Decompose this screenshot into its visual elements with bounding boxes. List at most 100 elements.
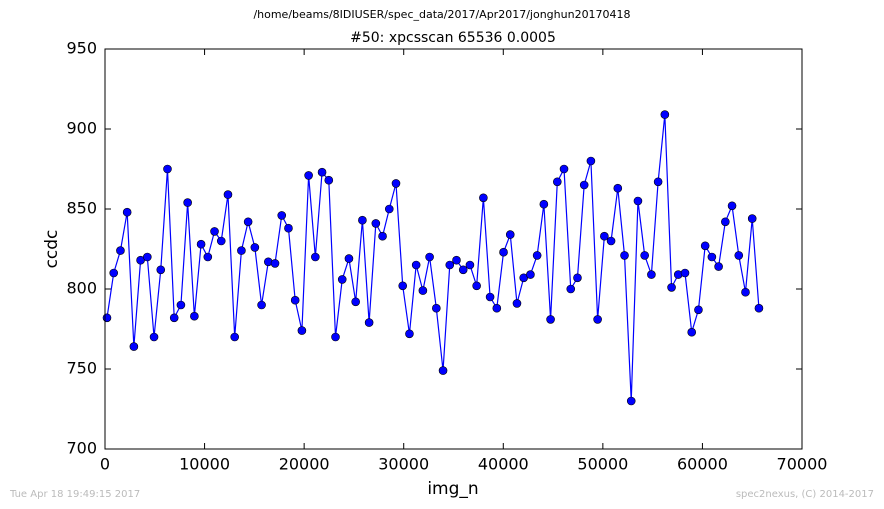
data-point bbox=[653, 177, 663, 187]
data-point bbox=[284, 223, 293, 233]
data-point bbox=[116, 246, 125, 255]
data-point bbox=[122, 207, 132, 217]
data-point bbox=[243, 217, 253, 227]
x-tick-label: 30000 bbox=[378, 455, 429, 474]
data-point bbox=[391, 179, 401, 188]
data-point bbox=[526, 270, 535, 279]
data-point bbox=[418, 286, 428, 295]
x-tick-label: 70000 bbox=[777, 455, 828, 474]
y-axis-label: ccdc bbox=[42, 230, 62, 269]
data-point bbox=[351, 297, 360, 307]
data-point bbox=[297, 326, 307, 335]
data-point bbox=[203, 252, 213, 262]
data-point bbox=[566, 284, 576, 294]
data-point bbox=[452, 255, 461, 265]
data-point bbox=[600, 231, 609, 241]
data-point bbox=[371, 219, 381, 228]
data-point bbox=[324, 175, 334, 185]
data-point bbox=[304, 171, 313, 180]
data-point bbox=[559, 164, 569, 174]
data-point bbox=[707, 252, 717, 262]
data-point bbox=[754, 303, 764, 313]
x-tick-label: 40000 bbox=[478, 455, 529, 474]
data-point bbox=[687, 327, 697, 337]
data-point bbox=[331, 332, 340, 342]
suptitle: /home/beams/8IDIUSER/spec_data/2017/Apr2… bbox=[253, 8, 630, 21]
data-point bbox=[109, 268, 119, 278]
data-point bbox=[579, 180, 589, 190]
data-point bbox=[553, 177, 562, 187]
data-point bbox=[176, 300, 186, 310]
data-point bbox=[593, 315, 602, 324]
data-point bbox=[613, 183, 623, 193]
data-point bbox=[640, 251, 649, 260]
data-point bbox=[337, 275, 347, 284]
data-point bbox=[445, 260, 455, 270]
data-point bbox=[216, 236, 226, 246]
data-point bbox=[438, 366, 448, 375]
data-point bbox=[432, 303, 441, 313]
data-point bbox=[210, 227, 219, 236]
data-point bbox=[694, 305, 703, 315]
data-point bbox=[358, 215, 367, 225]
data-point bbox=[700, 241, 710, 251]
plot-frame bbox=[104, 48, 803, 450]
data-point bbox=[721, 217, 730, 227]
data-point bbox=[129, 342, 139, 351]
data-point bbox=[539, 199, 549, 209]
y-tick-label: 950 bbox=[66, 39, 97, 58]
x-tick-label: 20000 bbox=[279, 455, 330, 474]
data-point bbox=[499, 247, 508, 257]
data-point bbox=[149, 332, 159, 342]
data-point bbox=[741, 287, 750, 297]
data-point bbox=[479, 193, 488, 203]
data-point bbox=[237, 246, 246, 255]
data-point bbox=[190, 311, 199, 321]
data-point bbox=[230, 332, 239, 342]
data-point bbox=[512, 299, 522, 308]
y-tick-label: 900 bbox=[66, 119, 97, 138]
data-point bbox=[143, 252, 152, 262]
data-point bbox=[485, 292, 495, 302]
data-point bbox=[633, 196, 643, 206]
data-point bbox=[317, 167, 327, 177]
data-point bbox=[660, 110, 670, 119]
y-tick-label: 850 bbox=[66, 199, 97, 218]
data-point bbox=[290, 295, 300, 305]
data-point bbox=[405, 329, 414, 339]
footer-left: Tue Apr 18 19:49:15 2017 bbox=[9, 489, 140, 500]
data-point bbox=[505, 230, 515, 239]
data-point bbox=[102, 313, 112, 323]
data-point bbox=[667, 283, 676, 292]
data-point bbox=[472, 281, 481, 291]
data-point bbox=[465, 260, 475, 270]
data-point bbox=[458, 265, 468, 275]
data-point bbox=[364, 318, 374, 327]
data-point bbox=[270, 259, 280, 268]
data-point bbox=[734, 251, 744, 260]
data-point bbox=[606, 236, 616, 246]
x-tick-label: 10000 bbox=[179, 455, 230, 474]
data-point bbox=[378, 231, 387, 241]
x-tick-label: 0 bbox=[100, 455, 110, 474]
data-point bbox=[532, 251, 542, 260]
chart-title: #50: xpcsscan 65536 0.0005 bbox=[350, 30, 556, 46]
data-point bbox=[573, 273, 582, 283]
y-tick-label: 800 bbox=[66, 279, 97, 298]
data-point bbox=[647, 270, 656, 279]
data-point bbox=[311, 252, 320, 262]
data-point bbox=[747, 214, 757, 223]
data-point bbox=[250, 243, 260, 252]
data-point bbox=[546, 315, 555, 324]
data-point bbox=[384, 204, 394, 214]
data-point bbox=[196, 239, 206, 249]
data-point bbox=[277, 211, 287, 220]
data-point bbox=[714, 262, 723, 271]
x-tick-label: 60000 bbox=[677, 455, 728, 474]
footer-right: spec2nexus, (C) 2014-2017 bbox=[736, 489, 874, 500]
y-tick-label: 750 bbox=[66, 359, 97, 378]
data-point bbox=[169, 313, 179, 323]
data-point bbox=[183, 198, 192, 207]
